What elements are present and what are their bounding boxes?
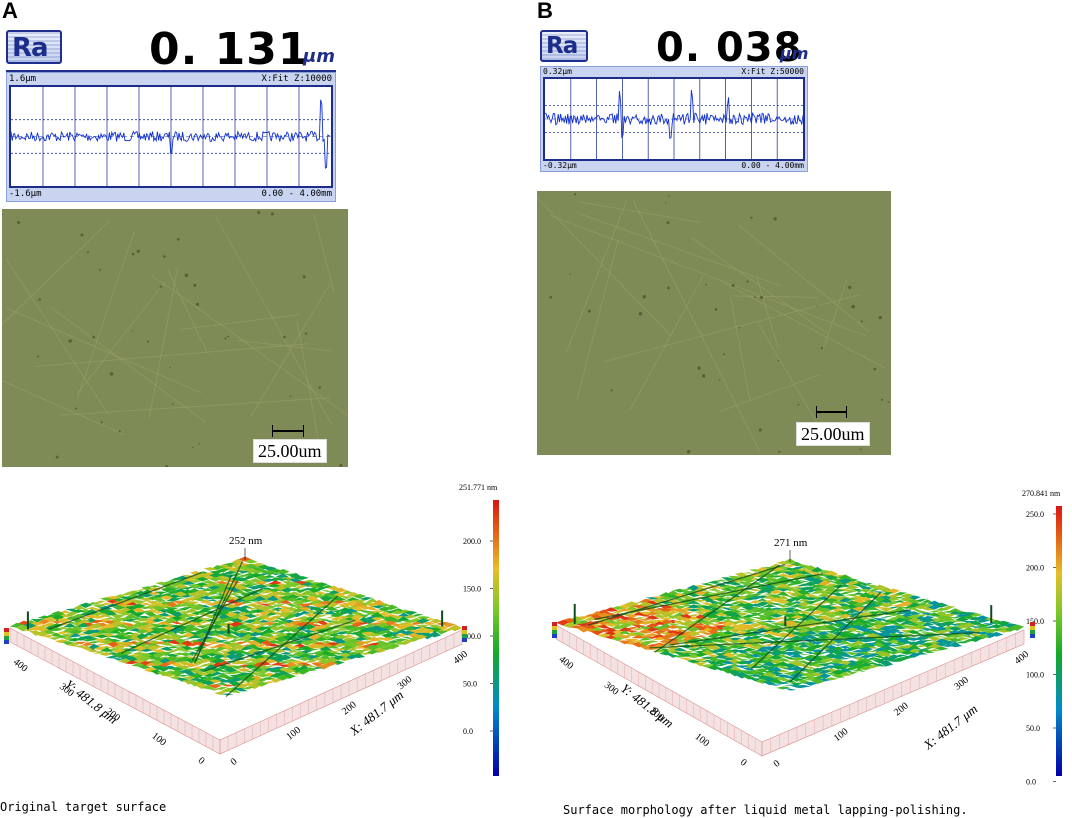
peak-label: 271 nm bbox=[774, 537, 808, 549]
micrograph-image bbox=[2, 209, 348, 467]
x-tick-label: 0 bbox=[772, 758, 783, 770]
scale-bar bbox=[816, 411, 847, 413]
panel-a-caption: Original target surface bbox=[0, 800, 167, 814]
profile-top-left-label: 1.6μm bbox=[9, 74, 37, 84]
panel-a-micrograph: 25.00um bbox=[2, 209, 348, 467]
y-tick-label: 0 bbox=[196, 755, 207, 767]
scale-bar-tick-right bbox=[846, 406, 847, 418]
colorbar-tick-label: 0.0 bbox=[1026, 778, 1036, 787]
peak-label: 252 nm bbox=[229, 535, 263, 547]
surface-mesh bbox=[556, 558, 1024, 691]
colorbar-tick-label: 250.0 bbox=[1026, 510, 1044, 519]
panel-a-profile-plot bbox=[9, 85, 333, 188]
colorbar-max-label: 251.771 nm bbox=[459, 483, 498, 492]
scale-bar bbox=[272, 430, 304, 432]
color-legend-icon bbox=[462, 626, 467, 642]
color-legend-icon bbox=[552, 622, 557, 638]
colorbar-tick-label: 150.0 bbox=[1026, 617, 1044, 626]
x-tick-label: 200 bbox=[340, 699, 359, 717]
panel-a-letter: A bbox=[2, 0, 18, 23]
scale-bar-label: 25.00um bbox=[796, 422, 870, 446]
x-tick-label: 300 bbox=[952, 675, 971, 693]
profile-trace bbox=[545, 90, 803, 139]
panel-b-ra-header: Ra 0. 038 μm bbox=[540, 25, 809, 72]
colorbar-tick-label: 100.0 bbox=[1026, 671, 1044, 680]
scale-bar-tick-left bbox=[816, 406, 817, 418]
surface-base-grid bbox=[555, 624, 1025, 757]
colorbar-tick-label: 100.0 bbox=[463, 632, 481, 641]
panel-a-ra-value: 0. 131 bbox=[149, 24, 310, 75]
colorbar-tick-label: 50.0 bbox=[1026, 724, 1040, 733]
micrograph-image bbox=[537, 191, 891, 455]
panel-b-caption: Surface morphology after liquid metal la… bbox=[563, 803, 968, 817]
panel-a-ra-underline bbox=[6, 70, 336, 73]
colorbar-tick-label: 150.0 bbox=[463, 585, 481, 594]
x-tick-label: 400 bbox=[451, 649, 470, 667]
panel-b-profile-plot bbox=[543, 77, 805, 161]
colorbar-tick-label: 50.0 bbox=[463, 680, 477, 689]
x-tick-label: 200 bbox=[892, 700, 911, 718]
ra-logo-icon: Ra bbox=[6, 30, 62, 64]
x-tick-label: 0 bbox=[229, 756, 240, 768]
x-axis-label: X: 481.7 μm bbox=[920, 701, 980, 753]
profile-bottom-right-label: 0.00 - 4.00mm bbox=[741, 161, 804, 170]
profile-top-left-label: 0.32μm bbox=[543, 67, 572, 76]
profile-grid bbox=[11, 87, 331, 186]
y-tick-label: 0 bbox=[738, 757, 749, 769]
color-legend-icon bbox=[4, 628, 9, 644]
x-tick-label: 400 bbox=[1013, 649, 1032, 667]
colorbar-tick-label: 0.0 bbox=[463, 727, 473, 736]
colorbar-max-label: 270.841 nm bbox=[1022, 489, 1061, 498]
colorbar-tick-label: 200.0 bbox=[1026, 564, 1044, 573]
x-tick-label: 100 bbox=[832, 726, 851, 744]
panel-a-ra-header: Ra 0. 131 μm bbox=[6, 24, 336, 75]
scale-bar-tick-left bbox=[272, 425, 273, 437]
scale-bar-tick-right bbox=[303, 425, 304, 437]
ra-logo-icon: Ra bbox=[540, 30, 588, 62]
y-tick-label: 400 bbox=[11, 657, 30, 675]
colorbar bbox=[1056, 506, 1062, 776]
panel-b-profile-screen: 0.32μm X:Fit Z:50000 -0.32μm 0.00 - 4.00… bbox=[540, 66, 808, 172]
colorbar-tick-label: 200.0 bbox=[463, 537, 481, 546]
panel-a-ra-unit: μm bbox=[303, 46, 336, 67]
panel-b-letter: B bbox=[537, 0, 553, 23]
y-tick-label: 100 bbox=[150, 731, 169, 749]
y-tick-label: 300 bbox=[602, 680, 621, 698]
profile-top-right-label: X:Fit Z:10000 bbox=[261, 74, 332, 84]
y-tick-label: 400 bbox=[557, 654, 576, 672]
panel-b-ra-unit: μm bbox=[780, 44, 809, 63]
surface-base-grid bbox=[9, 627, 463, 755]
panel-a-3d-surface: 252 nmY: 481.8 μm X: 481.7 μm400300200100… bbox=[4, 483, 499, 776]
color-legend-icon bbox=[1030, 622, 1035, 638]
panel-b-3d-surface: 271 nmY: 481.8 μm X: 481.7 μm400300200100… bbox=[552, 489, 1062, 787]
colorbar bbox=[493, 500, 499, 776]
panel-b-micrograph: 25.00um bbox=[537, 191, 891, 455]
surface-mesh bbox=[10, 556, 462, 698]
profile-bottom-left-label: -1.6μm bbox=[9, 189, 42, 199]
x-tick-label: 100 bbox=[284, 725, 303, 743]
scale-bar-label: 25.00um bbox=[253, 439, 327, 463]
y-tick-label: 100 bbox=[693, 731, 712, 749]
panel-b-ra-value: 0. 038 bbox=[656, 25, 803, 71]
profile-trace bbox=[11, 99, 331, 169]
profile-bottom-left-label: -0.32μm bbox=[543, 161, 577, 170]
panel-a-profile-screen: 1.6μm X:Fit Z:10000 -1.6μm 0.00 - 4.00mm bbox=[6, 72, 336, 202]
profile-bottom-right-label: 0.00 - 4.00mm bbox=[261, 189, 332, 199]
profile-top-right-label: X:Fit Z:50000 bbox=[741, 67, 804, 76]
x-axis-label: X: 481.7 μm bbox=[346, 687, 406, 739]
